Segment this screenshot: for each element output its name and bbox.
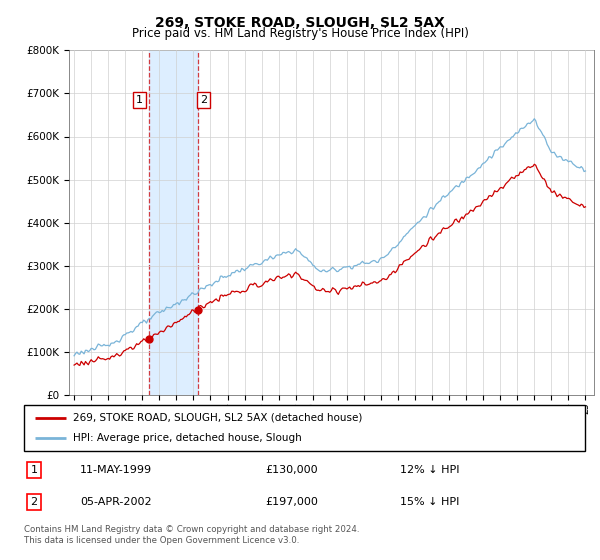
Text: 2: 2 [200, 95, 207, 105]
Text: 1: 1 [136, 95, 143, 105]
Text: 15% ↓ HPI: 15% ↓ HPI [400, 497, 459, 507]
Text: 05-APR-2002: 05-APR-2002 [80, 497, 152, 507]
Text: 1: 1 [31, 465, 38, 475]
Bar [586, 50, 594, 395]
Text: Price paid vs. HM Land Registry's House Price Index (HPI): Price paid vs. HM Land Registry's House … [131, 27, 469, 40]
Text: 269, STOKE ROAD, SLOUGH, SL2 5AX: 269, STOKE ROAD, SLOUGH, SL2 5AX [155, 16, 445, 30]
Bar [149, 50, 197, 395]
Text: 2: 2 [31, 497, 38, 507]
Text: £197,000: £197,000 [265, 497, 318, 507]
Text: 11-MAY-1999: 11-MAY-1999 [80, 465, 152, 475]
Text: Contains HM Land Registry data © Crown copyright and database right 2024.
This d: Contains HM Land Registry data © Crown c… [24, 525, 359, 545]
Text: 269, STOKE ROAD, SLOUGH, SL2 5AX (detached house): 269, STOKE ROAD, SLOUGH, SL2 5AX (detach… [73, 413, 363, 423]
Text: 12% ↓ HPI: 12% ↓ HPI [400, 465, 460, 475]
Text: HPI: Average price, detached house, Slough: HPI: Average price, detached house, Slou… [73, 433, 302, 443]
Text: £130,000: £130,000 [265, 465, 318, 475]
